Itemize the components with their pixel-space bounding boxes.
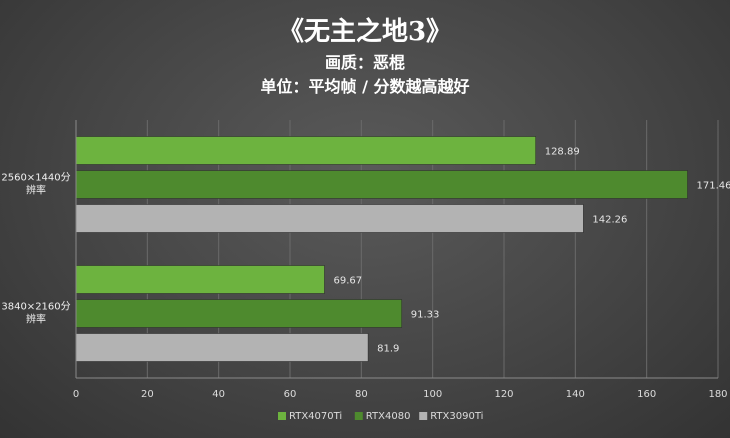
bar-value-label: 81.9 (377, 344, 399, 355)
bar-value-label: 171.46 (697, 181, 730, 192)
legend-swatch (354, 412, 363, 420)
bar (75, 265, 325, 294)
legend: RTX4070Ti RTX4080 RTX3090Ti (278, 411, 483, 422)
bar-value-label: 69.67 (333, 276, 362, 287)
chart-subtitle-unit: 单位：平均帧 / 分数越高越好 (261, 77, 470, 96)
x-tick-label: 60 (284, 389, 297, 400)
bars (75, 136, 688, 362)
category-label: 辨率 (26, 313, 46, 326)
data-labels: 128.89 171.46 142.26 69.67 91.33 81.9 (333, 147, 730, 355)
category-label: 2560×1440分 (1, 172, 70, 184)
bar-value-label: 91.33 (411, 310, 440, 321)
x-tick-label: 180 (708, 389, 727, 400)
x-tick-label: 0 (73, 389, 79, 400)
x-tick-label: 20 (141, 389, 154, 400)
chart-title: 《无主之地3》 (278, 16, 452, 47)
legend-swatch (419, 412, 428, 420)
bar (75, 136, 537, 165)
legend-label: RTX3090Ti (430, 411, 483, 422)
category-label: 3840×2160分 (1, 301, 70, 313)
bar (75, 170, 688, 199)
legend-label: RTX4080 (366, 411, 411, 422)
legend-swatch (278, 412, 286, 420)
legend-label: RTX4070Ti (289, 411, 342, 422)
chart-subtitle-quality: 画质：恶棍 (325, 53, 405, 72)
x-tick-label: 40 (212, 389, 225, 400)
bar-value-label: 142.26 (592, 215, 627, 226)
x-tick-label: 100 (423, 389, 442, 400)
x-tick-label: 140 (566, 389, 585, 400)
x-tick-label: 80 (355, 389, 368, 400)
bar (75, 333, 369, 362)
bar (75, 204, 584, 233)
axes: 0 20 40 60 80 100 120 140 160 1802560×1440分辨率3840… (1, 120, 728, 400)
x-tick-label: 120 (494, 389, 513, 400)
x-tick-label: 160 (637, 389, 656, 400)
category-label: 辨率 (26, 184, 46, 197)
bar (75, 299, 403, 328)
bar-value-label: 128.89 (545, 147, 580, 158)
